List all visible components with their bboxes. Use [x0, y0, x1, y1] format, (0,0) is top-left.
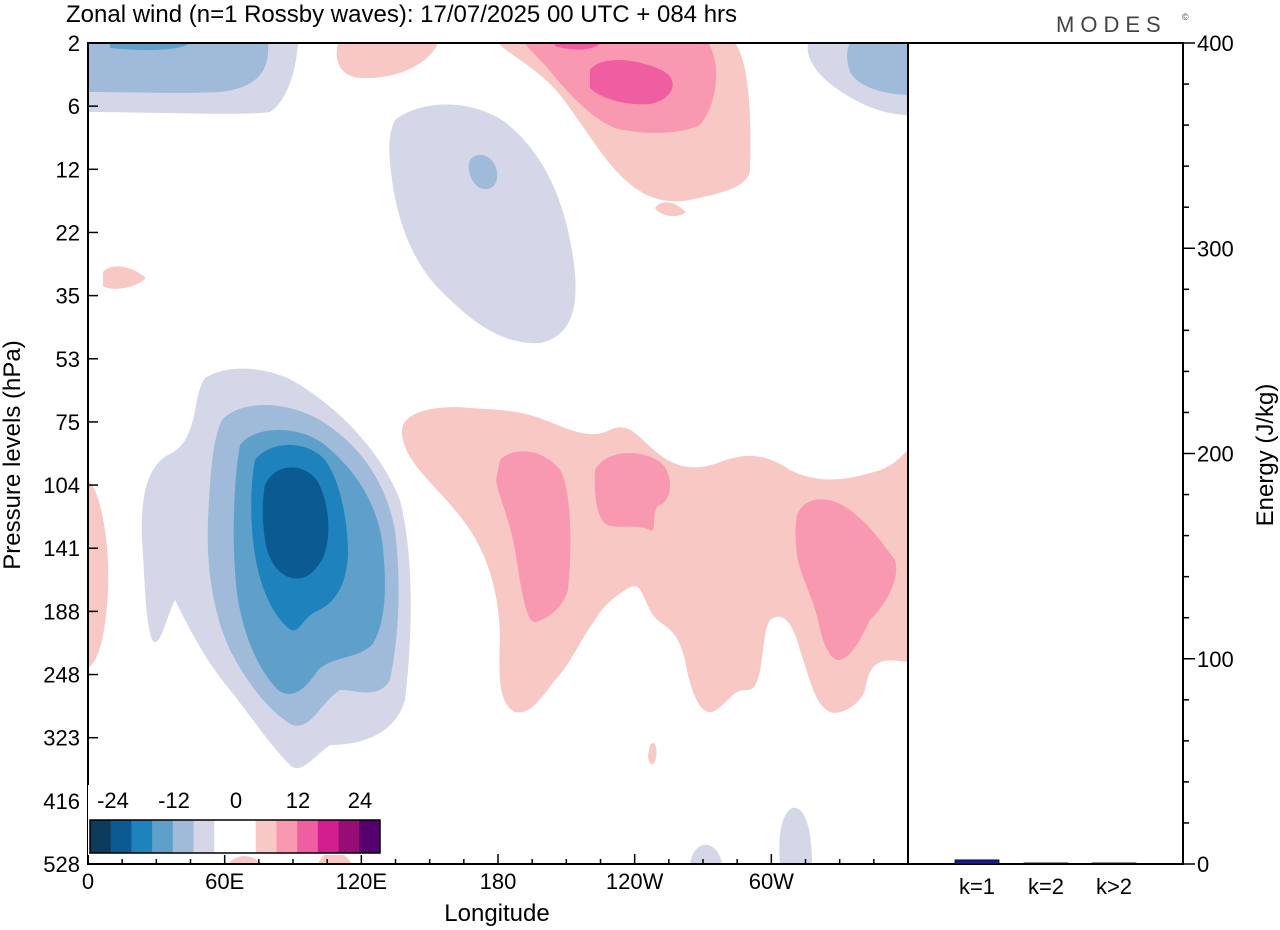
contour-top-right-lightblue: [847, 43, 908, 95]
y-tick-label: 22: [56, 220, 80, 245]
contour-pink-medium-a: [496, 451, 571, 622]
x-axis-label: Longitude: [444, 900, 549, 927]
heatmap-plot: 0 60E 120E 180 120W 60W 2 6 12 22 35 53 75 104 141 188…: [0, 31, 909, 927]
contour-left-edge-pink: [88, 480, 109, 668]
energy-frame: [907, 42, 1184, 865]
y-tick-label: 35: [56, 284, 80, 309]
contour-blue-core: [262, 467, 329, 579]
colorbar: -24 -12 0 12 24: [88, 785, 382, 855]
colorbar-swatch: [276, 820, 298, 853]
energy-tick-label: 400: [1197, 31, 1234, 56]
contour-bottom-lavender-a: [690, 844, 722, 864]
colorbar-swatch: [338, 820, 360, 853]
colorbar-swatch: [90, 820, 112, 853]
contour-upper-lavender: [389, 104, 576, 344]
y-axis-label: Pressure levels (hPa): [0, 340, 26, 569]
contour-pink-medium-b: [594, 452, 671, 531]
y-tick-label: 2: [68, 31, 80, 56]
x-tick-label: 180: [480, 869, 517, 894]
y-tick-label: 248: [43, 663, 80, 688]
x-tick-label: 60W: [749, 869, 794, 894]
chart-title: Zonal wind (n=1 Rossby waves): 17/07/202…: [66, 1, 737, 28]
energy-tick-label: 200: [1197, 442, 1234, 467]
colorbar-swatch: [214, 820, 236, 853]
contour-pink-medium-c: [795, 499, 897, 660]
colorbar-swatch: [152, 820, 174, 853]
colorbar-swatch: [235, 820, 257, 853]
x-axis-ticks: 0 60E 120E 180 120W 60W: [82, 854, 909, 894]
contour-fields: [88, 43, 908, 864]
energy-bar-plot: 0 100 200 300 400 k=1 k=2 k>2 Energy (J/kg): [907, 31, 1279, 899]
colorbar-swatch: [172, 820, 195, 853]
contour-top-pink-strong-edge: [555, 43, 600, 50]
x-tick-label: 120W: [606, 869, 664, 894]
colorbar-tick-label: 12: [286, 788, 310, 813]
y-tick-label: 188: [43, 599, 80, 624]
y-tick-label: 528: [43, 852, 80, 877]
colorbar-swatch: [297, 820, 319, 853]
energy-bars: [954, 859, 1137, 865]
colorbar-swatch: [359, 820, 381, 853]
colorbar-swatch: [131, 820, 153, 853]
y-tick-label: 75: [56, 410, 80, 435]
x-tick-label: 120E: [336, 869, 387, 894]
energy-tick-label: 300: [1197, 236, 1234, 261]
contour-top-left-blue: [110, 43, 190, 51]
colorbar-swatch: [317, 820, 340, 853]
energy-category-label: k>2: [1096, 874, 1132, 899]
contour-top-left-lightblue: [88, 43, 269, 93]
brand-logo: MODES: [1056, 12, 1167, 37]
energy-tick-label: 100: [1197, 647, 1234, 672]
colorbar-frame: [89, 819, 381, 854]
contour-top-pink-left: [336, 43, 438, 79]
x-tick-label: 0: [82, 869, 94, 894]
energy-y-ticks: 0 100 200 300 400: [1183, 31, 1234, 877]
y-tick-label: 53: [56, 347, 80, 372]
colorbar-tick-label: -24: [97, 788, 129, 813]
colorbar-swatch: [193, 820, 215, 853]
colorbar-tick-label: 24: [348, 788, 372, 813]
energy-x-ticks: k=1 k=2 k>2: [959, 874, 1132, 899]
colorbar-tick-label: 0: [230, 788, 242, 813]
energy-bar: [1091, 862, 1137, 865]
contour-small-pink-dot: [648, 743, 657, 765]
y-axis-ticks: 2 6 12 22 35 53 75 104 141 188 248 323 416 528: [43, 31, 98, 877]
y-tick-label: 104: [43, 473, 80, 498]
y-tick-label: 416: [43, 789, 80, 814]
colorbar-tick-label: -12: [158, 788, 190, 813]
energy-bar: [954, 859, 1000, 865]
contour-small-pink-spot: [103, 266, 146, 289]
energy-bar: [1023, 862, 1069, 865]
colorbar-swatch: [255, 820, 277, 853]
energy-category-label: k=2: [1028, 874, 1064, 899]
contour-top-pink-strong: [590, 60, 673, 105]
contour-top-pink-drip: [655, 202, 686, 217]
energy-axis-label: Energy (J/kg): [1252, 384, 1279, 527]
y-tick-label: 12: [56, 157, 80, 182]
energy-tick-label: 0: [1197, 852, 1209, 877]
contour-bottom-lavender-b: [779, 807, 812, 864]
brand-mark: ©: [1182, 12, 1189, 22]
y-tick-label: 323: [43, 726, 80, 751]
contour-bottom-pink-a: [228, 856, 262, 864]
y-tick-label: 141: [43, 536, 80, 561]
y-tick-label: 6: [68, 94, 80, 119]
energy-category-label: k=1: [959, 874, 995, 899]
x-tick-label: 60E: [205, 869, 244, 894]
colorbar-swatch: [110, 820, 132, 853]
contour-upper-lightblue-spot: [468, 154, 498, 190]
